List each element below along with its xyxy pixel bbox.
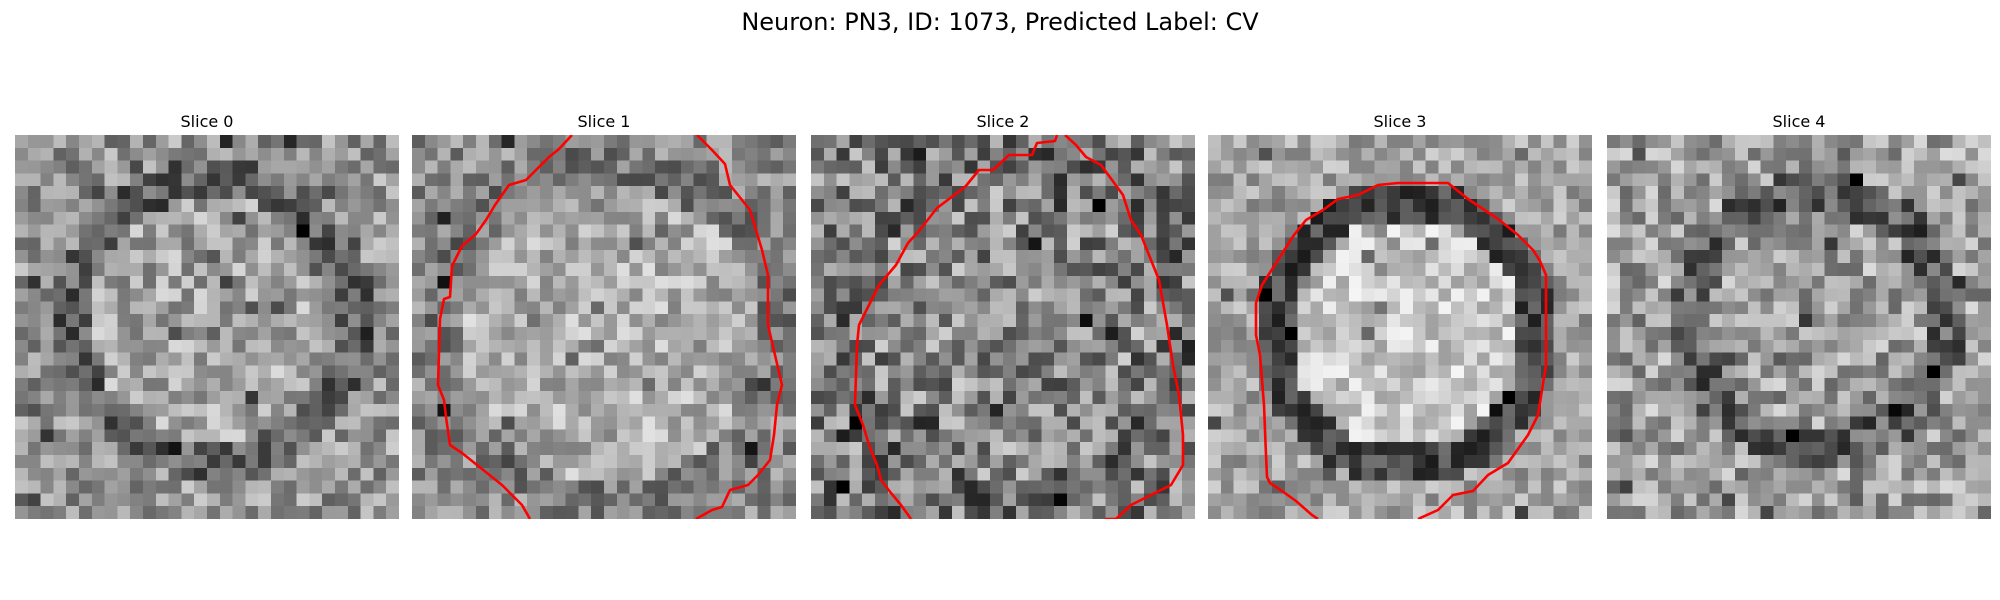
slice-panel-0: Slice 0	[15, 110, 399, 519]
slice-title: Slice 0	[180, 112, 234, 131]
slice-image	[15, 135, 399, 519]
slice-image	[1208, 135, 1592, 519]
figure-title: Neuron: PN3, ID: 1073, Predicted Label: …	[741, 8, 1259, 36]
slice-image	[1607, 135, 1991, 519]
slice-title: Slice 2	[976, 112, 1030, 131]
slice-image	[412, 135, 796, 519]
slice-image	[811, 135, 1195, 519]
slice-panel-3: Slice 3	[1208, 110, 1592, 519]
slice-title: Slice 4	[1772, 112, 1826, 131]
slice-panel-1: Slice 1	[412, 110, 796, 519]
slice-title: Slice 1	[577, 112, 631, 131]
slice-title: Slice 3	[1373, 112, 1427, 131]
slice-panel-2: Slice 2	[811, 110, 1195, 519]
slice-panel-4: Slice 4	[1607, 110, 1991, 519]
